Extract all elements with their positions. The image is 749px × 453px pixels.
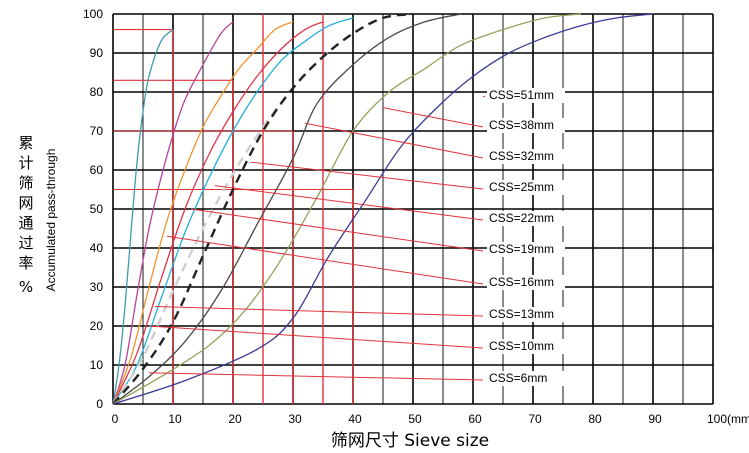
x-tick-label: 30	[288, 412, 302, 426]
label-background	[487, 339, 565, 354]
x-axis-label: 筛网尺寸 Sieve size	[331, 431, 489, 451]
label-css-25mm: CSS=25mm	[489, 180, 554, 194]
label-css-16mm: CSS=16mm	[489, 275, 554, 289]
leader-line	[148, 325, 484, 349]
y-tick-label: 90	[90, 46, 104, 60]
label-css-10mm: CSS=10mm	[489, 339, 554, 353]
y-tick-label: 70	[90, 124, 104, 138]
curve-css-13mm	[112, 21, 294, 405]
label-css-19mm: CSS=19mm	[489, 242, 554, 256]
x-tick-label: 0	[112, 412, 119, 426]
x-tick-label: 90	[648, 412, 662, 426]
y-axis-label-char: 计	[18, 154, 33, 172]
label-css-6mm: CSS=6mm	[489, 371, 547, 385]
reference-lines	[113, 14, 354, 404]
tick-labels: 0 10 20 30 40 50 60 70 80 90 100(mm) 0 10 20 30 40 50 60 7…	[83, 7, 749, 426]
label-css-38mm: CSS=38mm	[489, 118, 554, 132]
label-css-13mm: CSS=13mm	[489, 307, 554, 321]
label-background	[487, 242, 565, 257]
y-axis-label-char: 通	[18, 214, 33, 232]
y-tick-label: 40	[90, 241, 104, 255]
y-tick-label: 60	[90, 163, 104, 177]
y-tick-label: 50	[90, 202, 104, 216]
y-axis-percent-sign: %	[19, 278, 33, 296]
label-background	[487, 371, 565, 386]
leader-line	[304, 122, 484, 159]
label-background	[487, 275, 565, 290]
label-css-51mm: CSS=51mm	[489, 88, 554, 102]
y-axis-label-char: 网	[18, 194, 33, 212]
y-axis-label-english: Accumulated pass-through	[44, 149, 58, 292]
x-tick-label: 70	[528, 412, 542, 426]
curve-css-19mm	[112, 17, 354, 405]
y-axis-label-char: 累	[18, 134, 33, 152]
curve-css-32mm	[112, 13, 462, 405]
y-tick-label: 10	[90, 358, 104, 372]
label-background	[487, 118, 565, 133]
curves	[111, 12, 654, 405]
leader-line	[482, 95, 486, 98]
label-background	[487, 180, 565, 195]
x-tick-label: 40	[348, 412, 362, 426]
leader-line	[214, 185, 484, 221]
curve-css-10mm	[112, 21, 234, 405]
leader-line	[154, 306, 484, 317]
y-tick-label: 20	[90, 319, 104, 333]
y-tick-label: 80	[90, 85, 104, 99]
label-background	[487, 211, 565, 226]
y-tick-label: 100	[83, 7, 103, 21]
x-tick-label: 80	[588, 412, 602, 426]
leader-line	[148, 372, 484, 381]
curve-css-25mm	[112, 12, 414, 405]
grid	[112, 13, 714, 405]
leader-line	[190, 208, 484, 252]
x-tick-label: 100(mm)	[707, 412, 749, 426]
label-background	[487, 307, 565, 322]
x-tick-label: 50	[408, 412, 422, 426]
label-background	[487, 149, 565, 164]
curve-css-16mm	[112, 21, 324, 405]
y-axis-label-char: 率	[18, 254, 33, 272]
y-tick-label: 0	[96, 397, 103, 411]
label-css-22mm: CSS=22mm	[489, 211, 554, 225]
leader-line	[250, 161, 484, 190]
curve-css-6mm	[112, 29, 174, 405]
label-css-32mm: CSS=32mm	[489, 149, 554, 163]
leader-lines: CSS=51mm CSS=38mm CSS=32mm CSS=25mm CSS=22mm…	[148, 88, 565, 386]
y-tick-label: 30	[90, 280, 104, 294]
x-tick-label: 20	[228, 412, 242, 426]
label-background	[487, 88, 565, 103]
curve-css-38mm	[112, 13, 582, 405]
y-axis-label-char: 筛	[18, 174, 33, 192]
curve-css-51mm	[112, 13, 654, 405]
leader-line	[166, 235, 484, 285]
leader-line	[382, 107, 484, 128]
x-tick-label: 60	[468, 412, 482, 426]
x-tick-label: 10	[168, 412, 182, 426]
y-axis-label-char: 过	[18, 234, 33, 252]
